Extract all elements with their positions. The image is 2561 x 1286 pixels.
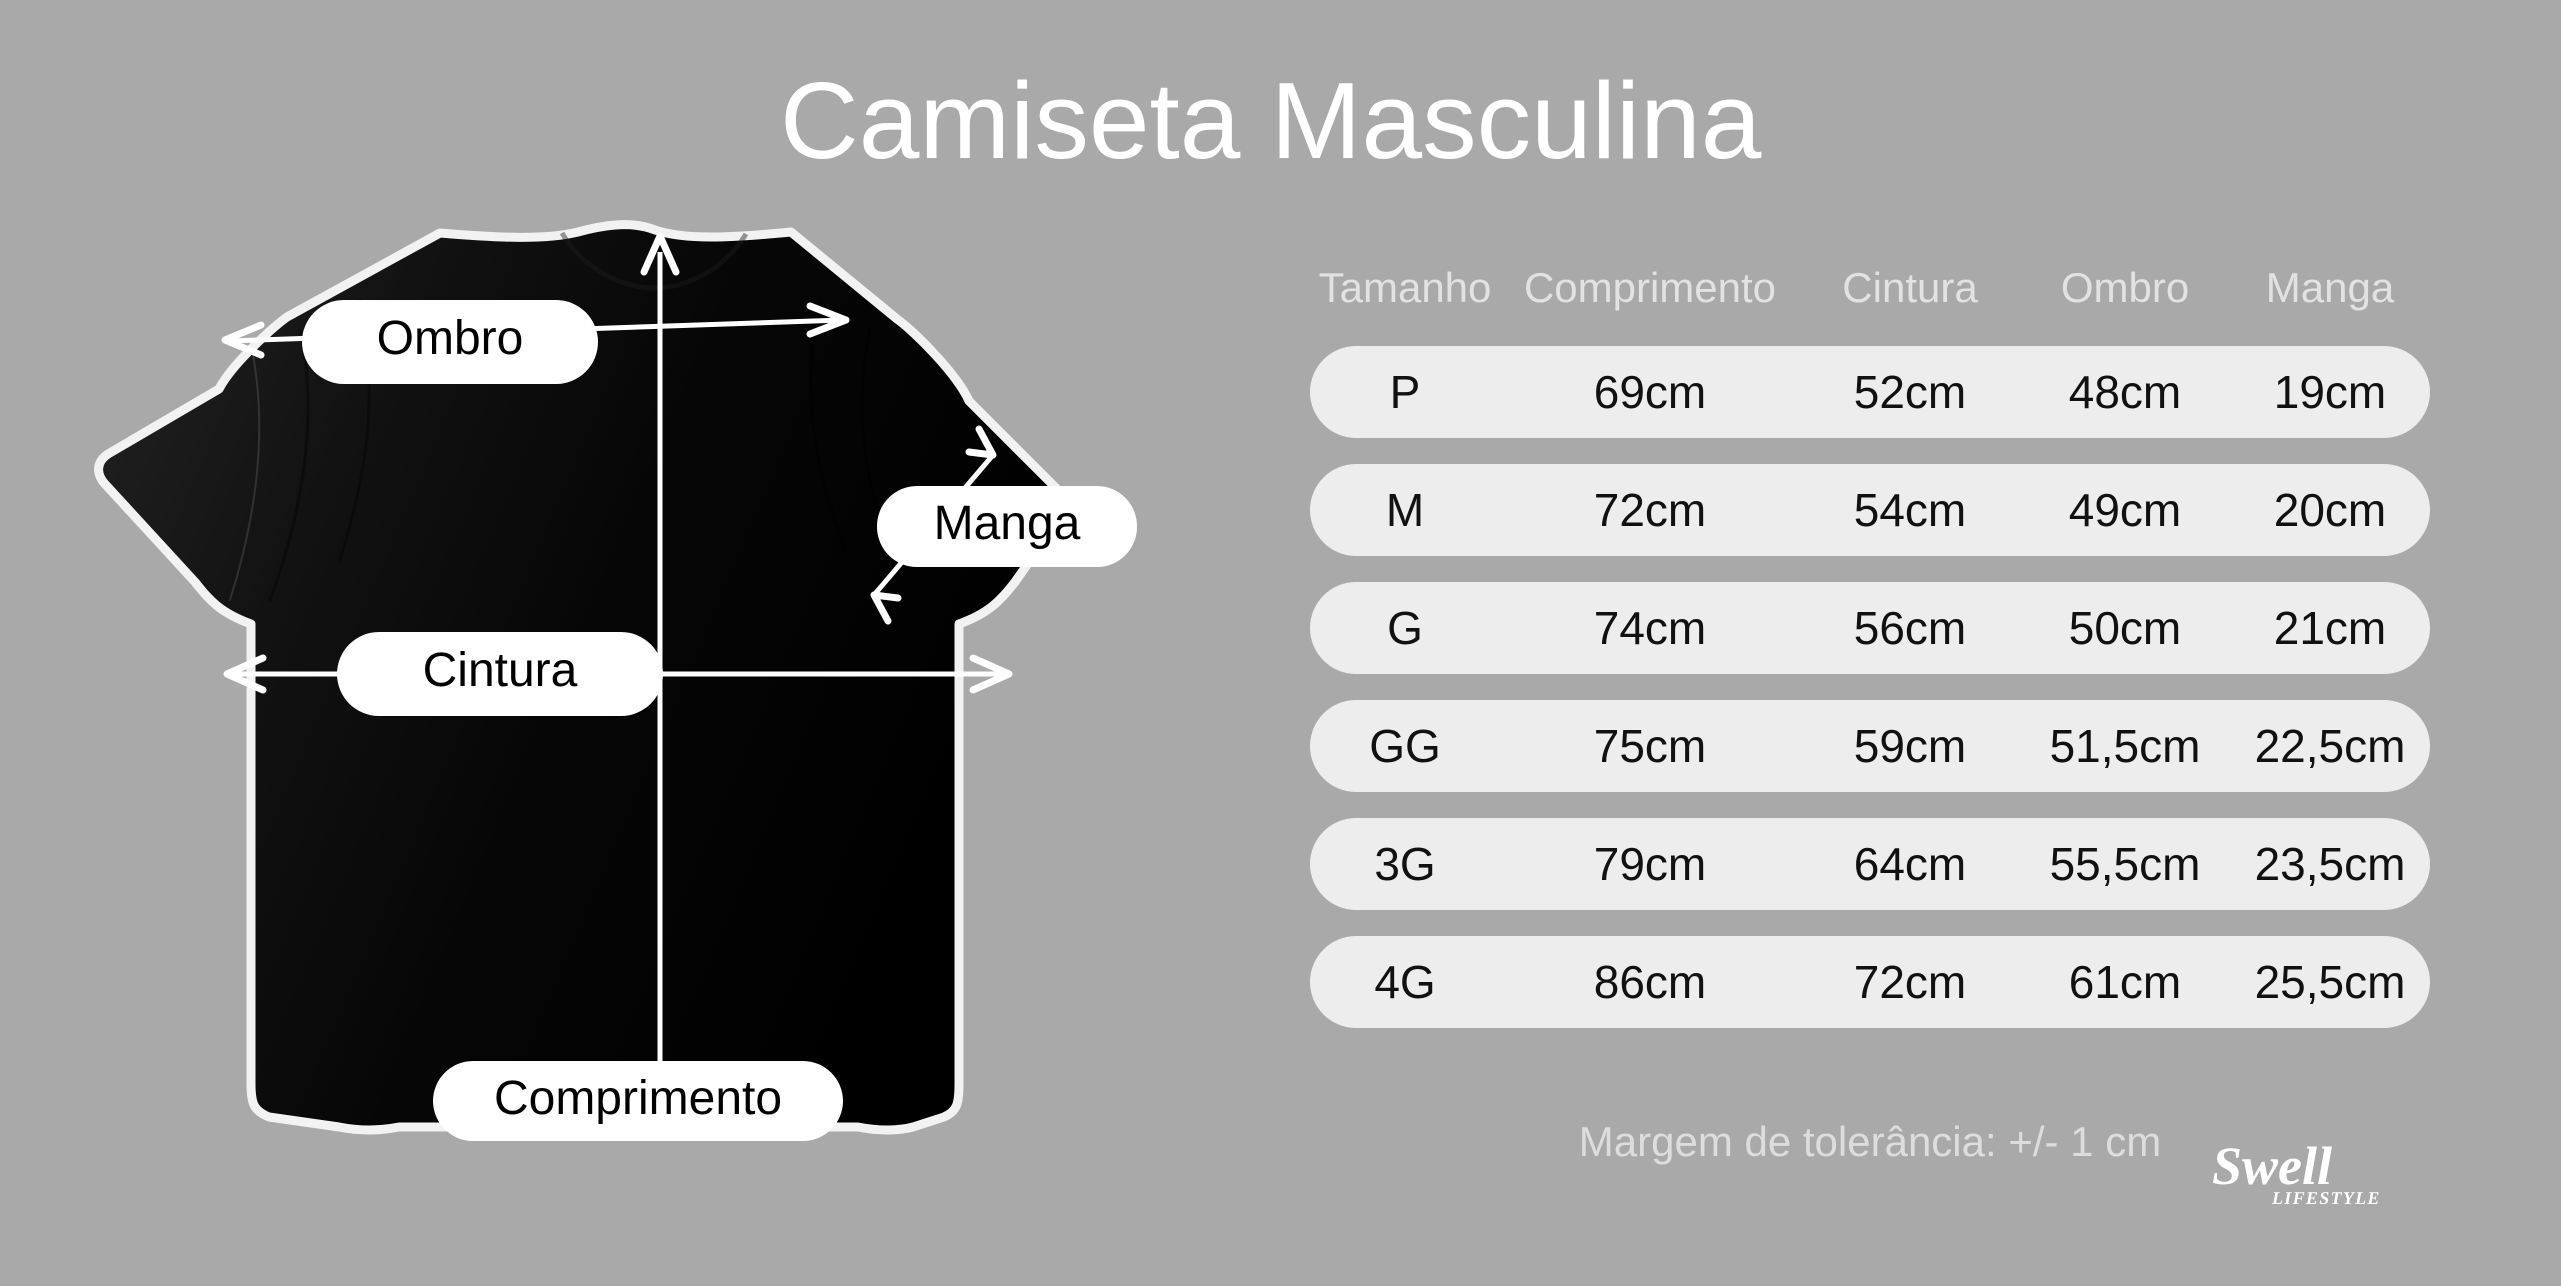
svg-text:Comprimento: Comprimento	[494, 1072, 782, 1125]
svg-text:LIFESTYLE: LIFESTYLE	[2271, 1188, 2381, 1208]
svg-text:Ombro: Ombro	[377, 312, 524, 365]
svg-text:Swell: Swell	[2212, 1136, 2332, 1196]
svg-text:Cintura: Cintura	[423, 644, 578, 697]
svg-text:Manga: Manga	[934, 497, 1081, 550]
